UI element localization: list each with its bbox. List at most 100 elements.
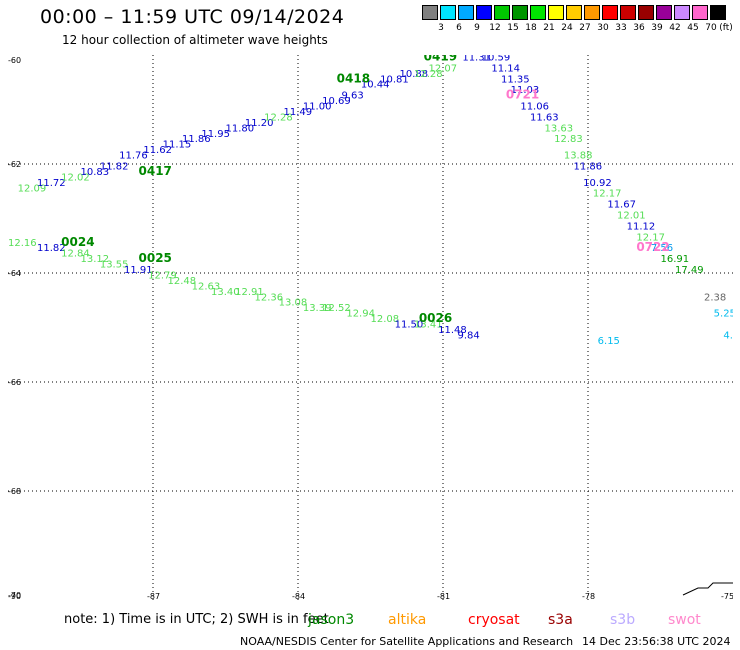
- wave-height-value: 11.06: [520, 102, 549, 113]
- wave-height-value: 11.91: [124, 265, 153, 276]
- scale-label: 45: [687, 23, 699, 33]
- wave-height-value: 10.92: [583, 178, 612, 189]
- wave-height-value: 11.15: [163, 140, 192, 151]
- scale-label: 3: [438, 23, 444, 33]
- wave-height-value: 11.72: [37, 178, 66, 189]
- scale-swatch: [476, 5, 492, 20]
- lat-tick-label: -68: [8, 487, 21, 496]
- wave-height-value: 11.82: [100, 161, 129, 172]
- lat-tick-label: -62: [8, 160, 21, 169]
- scale-swatch: [494, 5, 510, 20]
- wave-height-value: 10.69: [322, 96, 351, 107]
- wave-height-value: 12.28: [414, 69, 443, 80]
- scale-swatch: [620, 5, 636, 20]
- wave-height-value: 12.17: [636, 232, 665, 243]
- lon-tick-label: -84: [292, 592, 305, 600]
- wave-height-map: 12.0911.7212.0210.8311.8211.7611.6211.15…: [8, 55, 733, 600]
- scale-label: 21: [543, 23, 555, 33]
- wave-height-value: 11.50: [395, 320, 424, 331]
- footer-timestamp: 14 Dec 23:56:38 UTC 2024: [582, 635, 731, 648]
- legend-item-jason3: jason3: [308, 612, 355, 628]
- scale-swatch: [710, 5, 726, 20]
- wave-height-value: 12.07: [429, 63, 458, 74]
- wave-height-value: 12.01: [617, 211, 646, 222]
- wave-height-value: 12.79: [148, 270, 177, 281]
- scale-label: 42: [669, 23, 681, 33]
- legend-item-altika: altika: [388, 612, 427, 628]
- wave-height-value: 11.86: [574, 161, 603, 172]
- wave-height-value: 2.38: [704, 292, 726, 303]
- scale-label: 36: [633, 23, 645, 33]
- lat-tick-label: -60: [8, 56, 21, 65]
- wave-height-value: 11.20: [245, 118, 274, 129]
- wave-height-value: 12.94: [346, 309, 375, 320]
- track-time-label: 0026: [419, 311, 452, 325]
- scale-swatch: [602, 5, 618, 20]
- scale-label: 30: [597, 23, 609, 33]
- wave-height-value: 9.84: [458, 330, 480, 341]
- wave-height-value: 12.16: [8, 238, 37, 249]
- scale-swatch: [638, 5, 654, 20]
- scale-swatch: [530, 5, 546, 20]
- lon-tick-label: -90: [8, 592, 21, 600]
- wave-height-value: 12.17: [593, 189, 622, 200]
- scale-label: 70: [705, 23, 717, 33]
- wave-height-value: 12.08: [371, 314, 400, 325]
- scale-swatch: [440, 5, 456, 20]
- wave-height-value: 5.25: [714, 309, 733, 320]
- wave-height-value: 13.12: [81, 254, 110, 265]
- lon-tick-label: -75: [721, 592, 733, 600]
- track-time-label: 0024: [61, 235, 94, 249]
- scale-label: 24: [561, 23, 573, 33]
- wave-height-value: 11.76: [119, 151, 148, 162]
- track-time-label: 0721: [506, 88, 539, 102]
- lon-tick-label: -81: [437, 592, 450, 600]
- wave-height-value: 12.52: [322, 303, 351, 314]
- legend-item-s3b: s3b: [610, 612, 636, 628]
- wave-height-value: 13.88: [564, 151, 593, 162]
- wave-height-value: 11.95: [201, 129, 230, 140]
- scale-label: 6: [456, 23, 462, 33]
- wave-height-value: 10.59: [482, 55, 511, 63]
- wave-height-value: 11.82: [37, 243, 66, 254]
- lat-tick-label: -70: [8, 591, 21, 600]
- scale-label: 15: [507, 23, 519, 33]
- wave-height-value: 13.55: [100, 260, 129, 271]
- track-time-label: 0720: [467, 55, 500, 58]
- wave-height-value: 16.91: [661, 254, 690, 265]
- wave-height-value: 11.48: [438, 325, 467, 336]
- wave-height-value: 12.09: [18, 183, 47, 194]
- scale-swatch: [548, 5, 564, 20]
- scale-swatch: [692, 5, 708, 20]
- wave-height-value: 11.00: [303, 102, 332, 113]
- wave-height-value: 13.41: [414, 320, 443, 331]
- scale-swatch: [674, 5, 690, 20]
- wave-height-value: 13.63: [545, 123, 574, 134]
- wave-height-value: 12.91: [235, 287, 264, 298]
- wave-height-value: 6.15: [598, 336, 620, 347]
- wave-height-value: 11.03: [511, 85, 540, 96]
- wave-height-value: 12.36: [255, 292, 284, 303]
- wave-height-value: 12.28: [264, 112, 293, 123]
- wave-height-value: 11.80: [226, 123, 255, 134]
- scale-label: 33: [615, 23, 627, 33]
- coastline: [682, 582, 733, 596]
- scale-label: 39: [651, 23, 663, 33]
- scale-swatch: [512, 5, 528, 20]
- scale-unit: (ft): [719, 23, 733, 33]
- wave-height-value: 11.62: [143, 145, 172, 156]
- wave-height-value: 12.02: [61, 172, 90, 183]
- scale-swatch: [656, 5, 672, 20]
- lon-tick-label: -78: [582, 592, 595, 600]
- track-time-label: 0417: [139, 164, 172, 178]
- legend-item-cryosat: cryosat: [468, 612, 520, 628]
- scale-label: 18: [525, 23, 537, 33]
- legend-item-swot: swot: [668, 612, 701, 628]
- wave-height-value: 9.63: [342, 91, 364, 102]
- wave-height-value: 11.14: [491, 63, 520, 74]
- lat-tick-label: -66: [8, 378, 21, 387]
- wave-height-value: 12.48: [168, 276, 197, 287]
- wave-height-value: 13.39: [303, 303, 332, 314]
- note-text: note: 1) Time is in UTC; 2) SWH is in fe…: [64, 612, 329, 627]
- scale-swatch: [584, 5, 600, 20]
